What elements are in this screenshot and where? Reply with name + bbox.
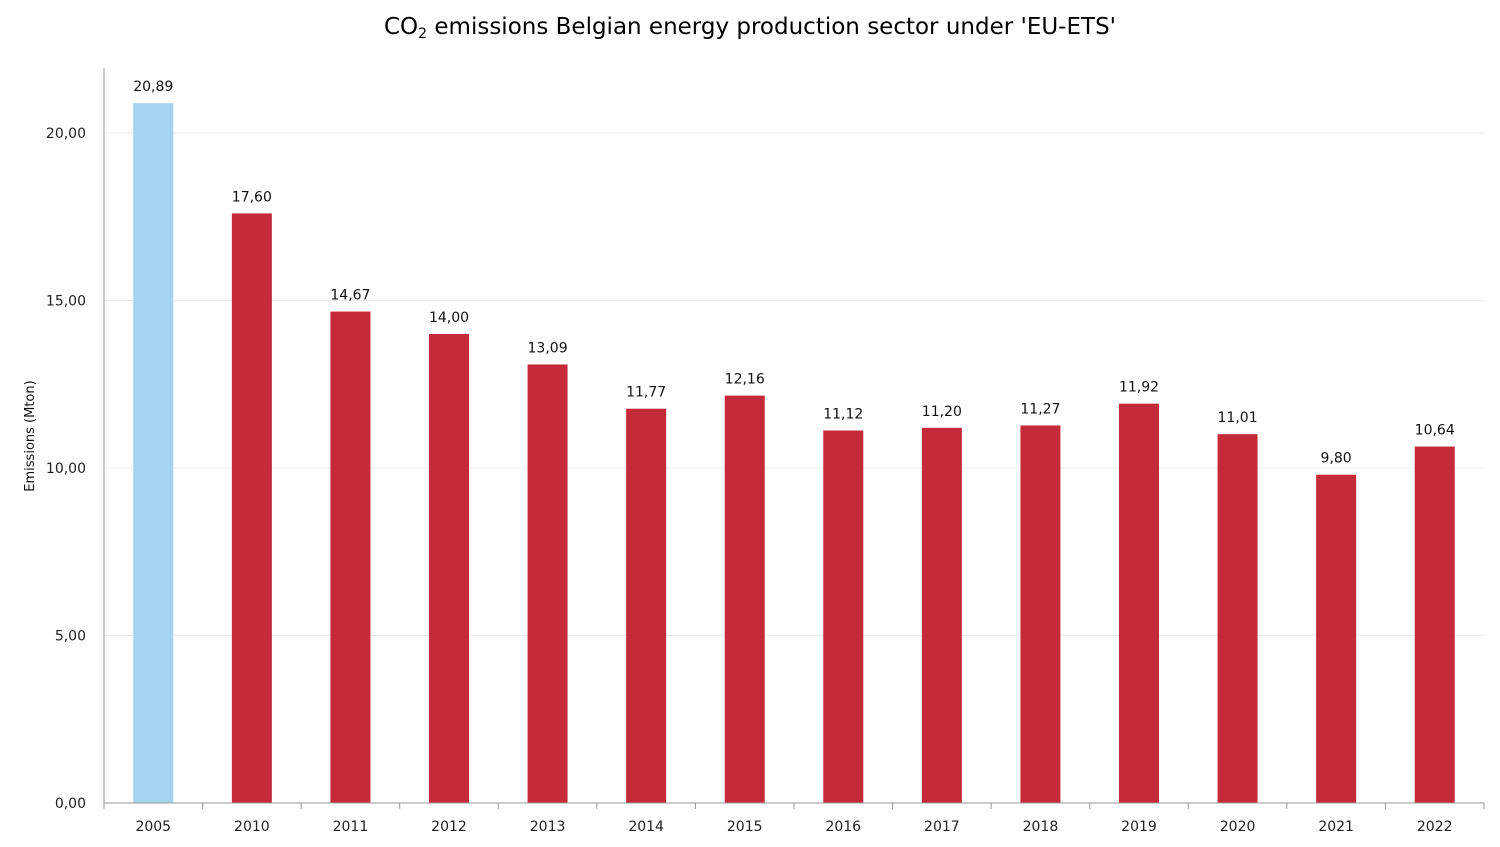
bar-2012 xyxy=(429,334,469,803)
x-tick-label-2019: 2019 xyxy=(1121,819,1157,835)
bar-2005 xyxy=(133,103,174,803)
title-prefix: CO xyxy=(383,14,419,40)
data-label-2021: 9,80 xyxy=(1321,451,1352,467)
bar-2018 xyxy=(1020,425,1061,803)
bar-2013 xyxy=(527,364,568,803)
x-tick-label-2022: 2022 xyxy=(1417,819,1453,835)
y-tick-label: 5,00 xyxy=(55,629,86,645)
y-tick-label: 15,00 xyxy=(46,294,86,310)
y-tick-label: 10,00 xyxy=(46,461,86,477)
labels: 0,00 5,00 10,00 15,00 20,00 20,89 2005 17,60 201… xyxy=(46,79,1455,835)
data-label-2013: 13,09 xyxy=(528,340,568,356)
x-tick-label-2013: 2013 xyxy=(530,819,566,835)
bar-2022 xyxy=(1414,446,1455,803)
x-tick-label-2017: 2017 xyxy=(924,819,960,835)
bar-2014 xyxy=(626,408,667,803)
x-tick-label-2012: 2012 xyxy=(431,819,467,835)
x-tick-label-2005: 2005 xyxy=(135,819,171,835)
y-axis-title: Emissions (Mton) xyxy=(23,380,38,491)
bar-2017 xyxy=(921,427,962,803)
y-tick-label: 20,00 xyxy=(46,126,86,142)
data-label-2018: 11,27 xyxy=(1020,401,1060,417)
data-label-2011: 14,67 xyxy=(330,288,370,304)
x-tick-label-2010: 2010 xyxy=(234,819,270,835)
x-tick-label-2016: 2016 xyxy=(825,819,861,835)
data-label-2012: 14,00 xyxy=(429,310,469,326)
data-label-2010: 17,60 xyxy=(232,189,272,205)
x-tick-label-2021: 2021 xyxy=(1318,819,1354,835)
data-label-2022: 10,64 xyxy=(1415,423,1455,439)
x-tick-label-2015: 2015 xyxy=(727,819,763,835)
title-subscript: 2 xyxy=(418,26,428,42)
data-label-2014: 11,77 xyxy=(626,385,666,401)
bar-2020 xyxy=(1217,434,1258,803)
y-tick-label: 0,00 xyxy=(55,796,86,812)
data-label-2016: 11,12 xyxy=(823,406,863,422)
bars xyxy=(133,103,1455,803)
gridlines xyxy=(104,132,1484,636)
data-label-2015: 12,16 xyxy=(725,372,765,388)
title-suffix: emissions Belgian energy production sect… xyxy=(427,14,1116,40)
chart-title: CO2 emissions Belgian energy production … xyxy=(0,14,1500,42)
bar-2010 xyxy=(231,213,272,803)
bar-2021 xyxy=(1316,474,1357,803)
bar-2011 xyxy=(330,311,371,803)
axes xyxy=(103,68,1485,809)
bar-2016 xyxy=(823,430,864,803)
data-label-2017: 11,20 xyxy=(922,404,962,420)
data-label-2019: 11,92 xyxy=(1119,380,1159,396)
data-label-2005: 20,89 xyxy=(133,79,173,95)
bar-2019 xyxy=(1119,403,1159,803)
x-tick-label-2018: 2018 xyxy=(1023,819,1059,835)
x-tick-label-2011: 2011 xyxy=(333,819,369,835)
data-label-2020: 11,01 xyxy=(1218,410,1258,426)
x-tick-label-2020: 2020 xyxy=(1220,819,1256,835)
bar-2015 xyxy=(724,395,765,803)
x-tick-label-2014: 2014 xyxy=(628,819,664,835)
